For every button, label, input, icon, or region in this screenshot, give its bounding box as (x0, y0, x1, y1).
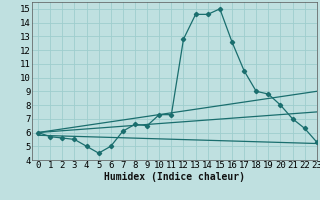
X-axis label: Humidex (Indice chaleur): Humidex (Indice chaleur) (104, 172, 245, 182)
